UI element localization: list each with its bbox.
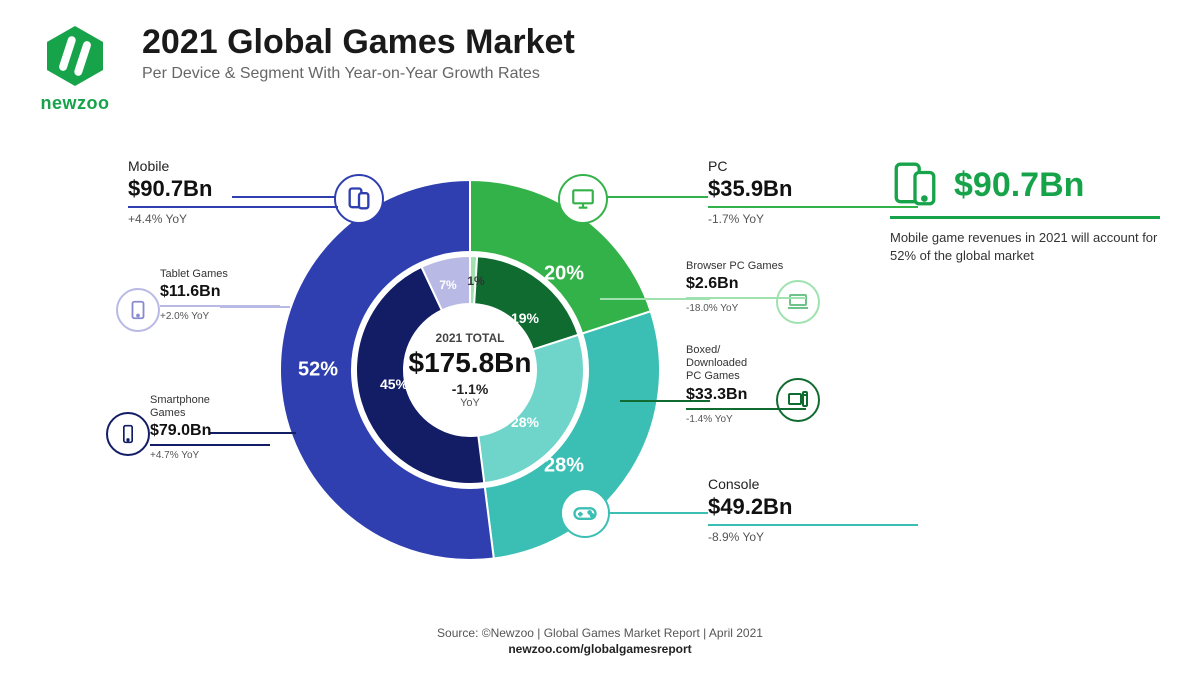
callout-tablet: Tablet Games $11.6Bn +2.0% YoY: [160, 268, 280, 322]
tablet-icon: [116, 288, 160, 332]
callout-rule: [686, 297, 806, 299]
callout-yoy: -1.7% YoY: [708, 212, 918, 226]
footer: Source: ©Newzoo | Global Games Market Re…: [0, 626, 1200, 656]
title-block: 2021 Global Games Market Per Device & Se…: [142, 24, 575, 83]
callout-val: $2.6Bn: [686, 275, 806, 293]
donut-center: 2021 TOTAL $175.8Bn -1.1% YoY: [385, 331, 555, 409]
smartphone-icon: [106, 412, 150, 456]
lead-line: [606, 512, 708, 514]
callout-val: $35.9Bn: [708, 176, 918, 202]
callout-val: $49.2Bn: [708, 494, 918, 520]
callout-yoy: -1.4% YoY: [686, 414, 806, 425]
callout-cat: Boxed/ Downloaded PC Games: [686, 344, 806, 384]
highlight-value: $90.7Bn: [954, 166, 1084, 205]
center-value: $175.8Bn: [385, 347, 555, 379]
callout-browser-pc: Browser PC Games $2.6Bn -18.0% YoY: [686, 260, 806, 314]
logo-block: newzoo: [30, 24, 120, 114]
callout-yoy: +4.7% YoY: [150, 450, 270, 461]
callout-console: Console $49.2Bn -8.9% YoY: [708, 476, 918, 544]
callout-val: $11.6Bn: [160, 283, 280, 301]
highlight-box: $90.7Bn Mobile game revenues in 2021 wil…: [890, 160, 1160, 264]
callout-rule: [686, 408, 806, 410]
callout-mobile: Mobile $90.7Bn +4.4% YoY: [128, 158, 338, 226]
callout-boxed-pc: Boxed/ Downloaded PC Games $33.3Bn -1.4%…: [686, 344, 806, 425]
callout-rule: [708, 524, 918, 526]
callout-rule: [708, 206, 918, 208]
callout-cat: PC: [708, 158, 918, 174]
callout-cat: Mobile: [128, 158, 338, 174]
page: newzoo 2021 Global Games Market Per Devi…: [0, 0, 1200, 674]
callout-rule: [150, 444, 270, 446]
newzoo-logo-icon: [43, 24, 107, 88]
footer-domain: newzoo.com/globalgamesreport: [0, 642, 1200, 656]
callout-rule: [128, 206, 338, 208]
callout-cat: Tablet Games: [160, 268, 280, 281]
callout-yoy: +4.4% YoY: [128, 212, 338, 226]
monitor-icon: [558, 174, 608, 224]
mobile-devices-icon: [890, 160, 940, 210]
callout-yoy: -18.0% YoY: [686, 303, 806, 314]
lead-line: [596, 196, 708, 198]
center-label: 2021 TOTAL: [385, 331, 555, 345]
page-subtitle: Per Device & Segment With Year-on-Year G…: [142, 65, 575, 83]
callout-cat: Smartphone Games: [150, 394, 270, 420]
callout-rule: [160, 305, 280, 307]
header: newzoo 2021 Global Games Market Per Devi…: [30, 24, 575, 114]
callout-cat: Browser PC Games: [686, 260, 806, 273]
highlight-text: Mobile game revenues in 2021 will accoun…: [890, 229, 1160, 264]
center-yoy: -1.1%: [385, 381, 555, 397]
callout-yoy: +2.0% YoY: [160, 311, 280, 322]
page-title: 2021 Global Games Market: [142, 24, 575, 61]
callout-pc: PC $35.9Bn -1.7% YoY: [708, 158, 918, 226]
footer-source: Source: ©Newzoo | Global Games Market Re…: [0, 626, 1200, 640]
mobile-devices-icon: [334, 174, 384, 224]
callout-val: $33.3Bn: [686, 386, 806, 404]
highlight-rule: [890, 216, 1160, 219]
callout-cat: Console: [708, 476, 918, 492]
callout-val: $90.7Bn: [128, 176, 338, 202]
callout-smartphone: Smartphone Games $79.0Bn +4.7% YoY: [150, 394, 270, 461]
center-yoy-unit: YoY: [385, 397, 555, 409]
logo-text: newzoo: [30, 93, 120, 114]
gamepad-icon: [560, 488, 610, 538]
callout-val: $79.0Bn: [150, 422, 270, 440]
callout-yoy: -8.9% YoY: [708, 530, 918, 544]
